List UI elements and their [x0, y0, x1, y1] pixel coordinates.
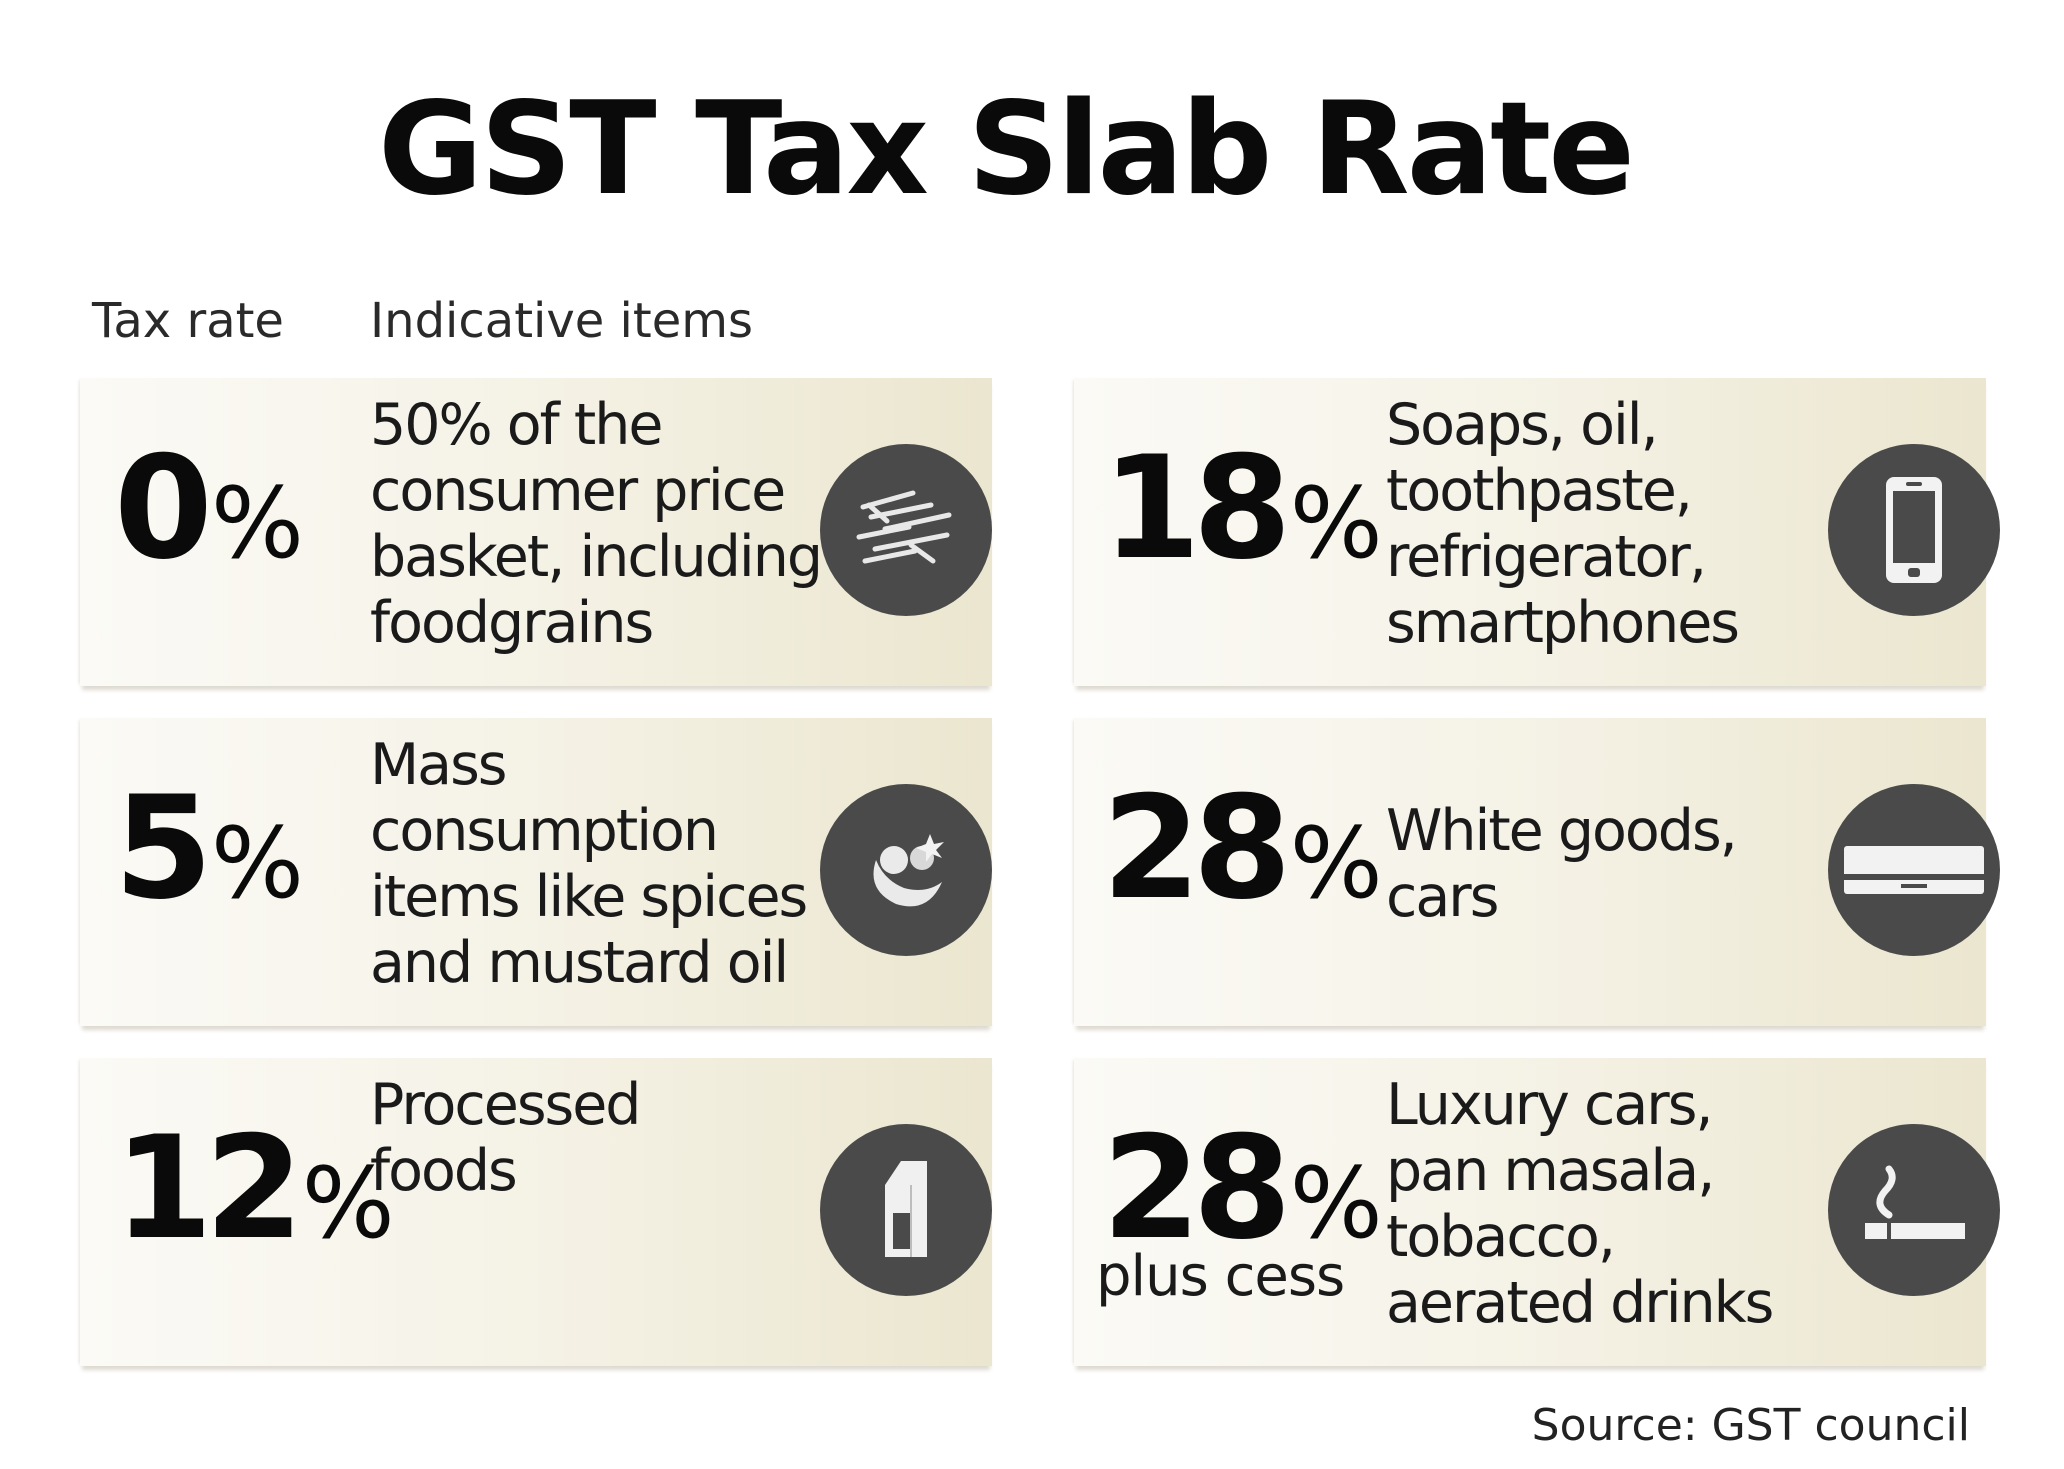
header-indicative-items: Indicative items — [370, 293, 753, 349]
slab-card-12: 12% Processed foods — [80, 1058, 992, 1366]
slab-card-28: 28% White goods, cars — [1074, 718, 2000, 1026]
items-text: White goods, cars — [1386, 798, 1738, 930]
items-text: Luxury cars, pan masala, tobacco, aerated d… — [1386, 1072, 1774, 1336]
smartphone-icon — [1828, 444, 2000, 616]
items-text: 50% of the consumer price basket, includin… — [370, 392, 823, 656]
slab-card-18: 18% Soaps, oil, toothpaste, refrigerator, s… — [1074, 378, 2000, 686]
items-text: Mass consumption items like spices and must… — [370, 732, 808, 996]
slab-card-28-cess: 28% plus cess Luxury cars, pan masala, tob… — [1074, 1058, 2000, 1366]
rate-value: 28% — [1102, 1106, 1383, 1271]
rate-value: 5% — [114, 766, 304, 931]
header-tax-rate: Tax rate — [92, 293, 284, 349]
slab-card-0: 0% 50% of the consumer price basket, inclu… — [80, 378, 992, 686]
rate-value: 28% — [1102, 766, 1383, 931]
air-conditioner-icon — [1828, 784, 2000, 956]
items-text: Processed foods — [370, 1072, 641, 1204]
grain-icon — [820, 444, 992, 616]
source-note: Source: GST council — [1531, 1400, 1970, 1451]
rate-value: 12% — [114, 1106, 395, 1271]
slab-card-5: 5% Mass consumption items like spices and m… — [80, 718, 992, 1026]
rate-value: 18% — [1102, 426, 1383, 591]
page-title: GST Tax Slab Rate — [378, 75, 1635, 224]
milk-carton-icon — [820, 1124, 992, 1296]
items-text: Soaps, oil, toothpaste, refrigerator, smart… — [1386, 392, 1740, 656]
cigarette-icon — [1828, 1124, 2000, 1296]
spices-icon — [820, 784, 992, 956]
rate-value: 0% — [114, 426, 304, 591]
rate-note: plus cess — [1096, 1244, 1345, 1309]
